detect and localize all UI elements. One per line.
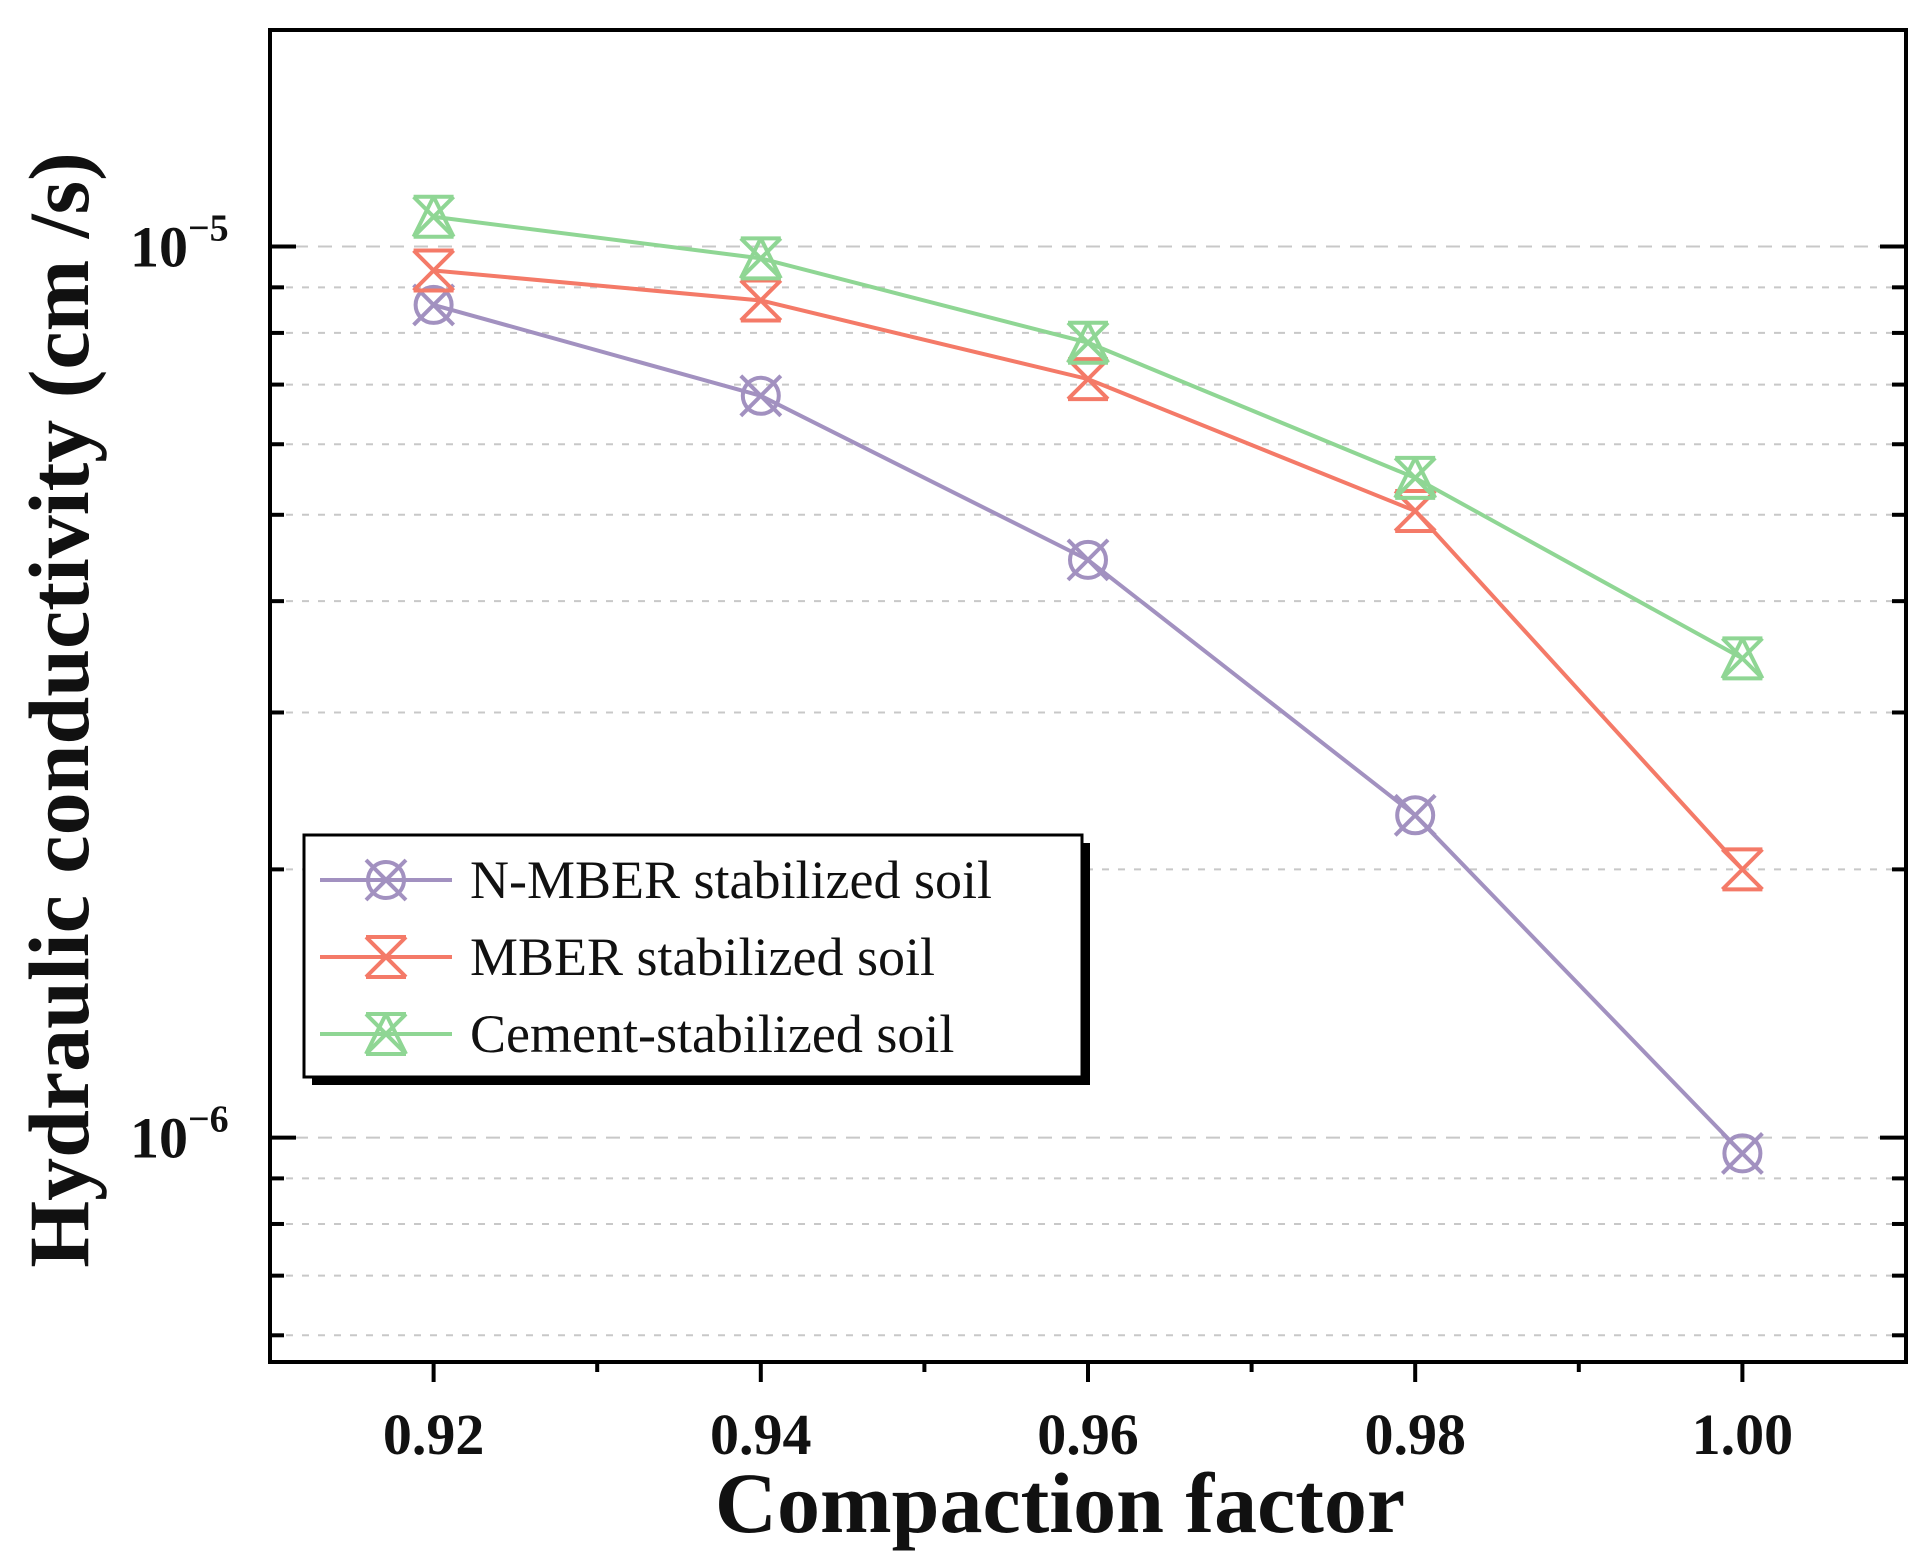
- plot-frame: [268, 28, 1908, 1364]
- series-line-cement-stabilized-soil: [433, 214, 1744, 661]
- grid-layer: [270, 245, 1906, 1337]
- legend-marker: [364, 1012, 408, 1056]
- data-point-n-mber-stabilized-soil: [1066, 538, 1110, 582]
- legend-label: MBER stabilized soil: [470, 927, 935, 987]
- series-layer: [411, 194, 1765, 1175]
- x-tick-label: 0.96: [1037, 1402, 1139, 1467]
- x-axis-title: Compaction factor: [715, 1455, 1405, 1551]
- data-point-mber-stabilized-soil: [412, 248, 456, 293]
- data-point-cement-stabilized-soil: [1720, 636, 1765, 681]
- data-point-n-mber-stabilized-soil: [1393, 793, 1437, 837]
- data-point-mber-stabilized-soil: [1720, 847, 1764, 892]
- legend: N-MBER stabilized soil MBER stabilized so…: [302, 833, 1090, 1085]
- data-point-n-mber-stabilized-soil: [739, 374, 783, 418]
- legend-label: N-MBER stabilized soil: [470, 850, 992, 910]
- data-point-n-mber-stabilized-soil: [1720, 1132, 1764, 1175]
- x-tick-label: 0.94: [710, 1402, 812, 1467]
- y-tick-label: 10−6: [130, 1099, 229, 1171]
- legend-label: Cement-stabilized soil: [470, 1004, 954, 1064]
- data-point-cement-stabilized-soil: [1393, 455, 1437, 500]
- data-point-cement-stabilized-soil: [1066, 320, 1110, 365]
- data-point-cement-stabilized-soil: [411, 194, 456, 239]
- data-point-cement-stabilized-soil: [739, 236, 783, 281]
- legend-marker: [364, 858, 408, 902]
- x-tick-label: 0.92: [383, 1402, 485, 1467]
- tick-layer: [270, 244, 1906, 1382]
- y-tick-label: 10−5: [130, 208, 229, 280]
- x-tick-label: 1.00: [1692, 1402, 1794, 1467]
- legend-marker: [364, 935, 408, 979]
- label-layer: 10−6 10−5 0.92 0.94 0.96 0.98 1.00: [130, 208, 1793, 1467]
- data-point-mber-stabilized-soil: [739, 278, 783, 323]
- data-point-mber-stabilized-soil: [1066, 357, 1110, 402]
- y-axis-title: Hydraulic conductivity (cm /s): [11, 152, 107, 1268]
- x-tick-label: 0.98: [1364, 1402, 1466, 1467]
